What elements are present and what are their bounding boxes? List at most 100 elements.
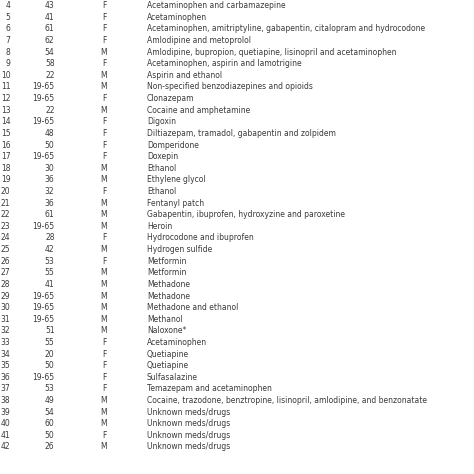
Text: Fentanyl patch: Fentanyl patch bbox=[147, 199, 204, 208]
Text: 42: 42 bbox=[45, 245, 55, 254]
Text: 31: 31 bbox=[1, 315, 10, 324]
Text: Non-specified benzodiazepines and opioids: Non-specified benzodiazepines and opioid… bbox=[147, 82, 313, 91]
Text: 20: 20 bbox=[45, 350, 55, 358]
Text: 41: 41 bbox=[45, 13, 55, 22]
Text: 19: 19 bbox=[1, 175, 10, 184]
Text: F: F bbox=[102, 141, 107, 149]
Text: 15: 15 bbox=[1, 129, 10, 138]
Text: M: M bbox=[100, 106, 107, 115]
Text: 30: 30 bbox=[45, 164, 55, 173]
Text: Acetaminophen and carbamazepine: Acetaminophen and carbamazepine bbox=[147, 1, 285, 10]
Text: Amlodipine and metoprolol: Amlodipine and metoprolol bbox=[147, 36, 251, 45]
Text: 41: 41 bbox=[1, 431, 10, 440]
Text: 60: 60 bbox=[45, 419, 55, 428]
Text: F: F bbox=[102, 118, 107, 126]
Text: Clonazepam: Clonazepam bbox=[147, 94, 194, 103]
Text: M: M bbox=[100, 222, 107, 231]
Text: F: F bbox=[102, 234, 107, 242]
Text: M: M bbox=[100, 292, 107, 301]
Text: 55: 55 bbox=[45, 338, 55, 347]
Text: F: F bbox=[102, 152, 107, 161]
Text: Acetaminophen, amitriptyline, gabapentin, citalopram and hydrocodone: Acetaminophen, amitriptyline, gabapentin… bbox=[147, 25, 425, 33]
Text: 19-65: 19-65 bbox=[32, 82, 55, 91]
Text: 41: 41 bbox=[45, 280, 55, 289]
Text: 48: 48 bbox=[45, 129, 55, 138]
Text: M: M bbox=[100, 245, 107, 254]
Text: M: M bbox=[100, 443, 107, 451]
Text: 39: 39 bbox=[0, 408, 10, 417]
Text: 24: 24 bbox=[1, 234, 10, 242]
Text: M: M bbox=[100, 210, 107, 219]
Text: Acetaminophen: Acetaminophen bbox=[147, 338, 207, 347]
Text: M: M bbox=[100, 303, 107, 312]
Text: Cocaine and amphetamine: Cocaine and amphetamine bbox=[147, 106, 250, 115]
Text: Amlodipine, bupropion, quetiapine, lisinopril and acetaminophen: Amlodipine, bupropion, quetiapine, lisin… bbox=[147, 48, 396, 56]
Text: F: F bbox=[102, 94, 107, 103]
Text: 53: 53 bbox=[45, 384, 55, 393]
Text: Ethanol: Ethanol bbox=[147, 187, 176, 196]
Text: 8: 8 bbox=[6, 48, 10, 56]
Text: Unknown meds/drugs: Unknown meds/drugs bbox=[147, 408, 230, 417]
Text: 35: 35 bbox=[0, 361, 10, 370]
Text: 50: 50 bbox=[45, 141, 55, 149]
Text: Ethanol: Ethanol bbox=[147, 164, 176, 173]
Text: F: F bbox=[102, 187, 107, 196]
Text: M: M bbox=[100, 268, 107, 277]
Text: 55: 55 bbox=[45, 268, 55, 277]
Text: Unknown meds/drugs: Unknown meds/drugs bbox=[147, 443, 230, 451]
Text: Hydrogen sulfide: Hydrogen sulfide bbox=[147, 245, 212, 254]
Text: Sulfasalazine: Sulfasalazine bbox=[147, 373, 198, 382]
Text: 34: 34 bbox=[0, 350, 10, 358]
Text: 53: 53 bbox=[45, 257, 55, 265]
Text: 37: 37 bbox=[0, 384, 10, 393]
Text: M: M bbox=[100, 315, 107, 324]
Text: 21: 21 bbox=[1, 199, 10, 208]
Text: Acetaminophen: Acetaminophen bbox=[147, 13, 207, 22]
Text: 26: 26 bbox=[45, 443, 55, 451]
Text: 42: 42 bbox=[1, 443, 10, 451]
Text: 14: 14 bbox=[1, 118, 10, 126]
Text: 19-65: 19-65 bbox=[32, 315, 55, 324]
Text: Methadone and ethanol: Methadone and ethanol bbox=[147, 303, 238, 312]
Text: 17: 17 bbox=[1, 152, 10, 161]
Text: 19-65: 19-65 bbox=[32, 373, 55, 382]
Text: Hydrocodone and ibuprofen: Hydrocodone and ibuprofen bbox=[147, 234, 254, 242]
Text: Methadone: Methadone bbox=[147, 292, 190, 301]
Text: M: M bbox=[100, 396, 107, 405]
Text: F: F bbox=[102, 257, 107, 265]
Text: Methadone: Methadone bbox=[147, 280, 190, 289]
Text: M: M bbox=[100, 408, 107, 417]
Text: 49: 49 bbox=[45, 396, 55, 405]
Text: F: F bbox=[102, 36, 107, 45]
Text: 28: 28 bbox=[1, 280, 10, 289]
Text: Unknown meds/drugs: Unknown meds/drugs bbox=[147, 419, 230, 428]
Text: 19-65: 19-65 bbox=[32, 94, 55, 103]
Text: F: F bbox=[102, 129, 107, 138]
Text: 7: 7 bbox=[6, 36, 10, 45]
Text: F: F bbox=[102, 373, 107, 382]
Text: Domperidone: Domperidone bbox=[147, 141, 199, 149]
Text: Temazepam and acetaminophen: Temazepam and acetaminophen bbox=[147, 384, 272, 393]
Text: 9: 9 bbox=[6, 59, 10, 68]
Text: 36: 36 bbox=[0, 373, 10, 382]
Text: Heroin: Heroin bbox=[147, 222, 172, 231]
Text: 16: 16 bbox=[1, 141, 10, 149]
Text: Naloxone*: Naloxone* bbox=[147, 327, 186, 335]
Text: 50: 50 bbox=[45, 431, 55, 440]
Text: 11: 11 bbox=[1, 82, 10, 91]
Text: 19-65: 19-65 bbox=[32, 118, 55, 126]
Text: 19-65: 19-65 bbox=[32, 152, 55, 161]
Text: 13: 13 bbox=[1, 106, 10, 115]
Text: 54: 54 bbox=[45, 408, 55, 417]
Text: 33: 33 bbox=[0, 338, 10, 347]
Text: M: M bbox=[100, 327, 107, 335]
Text: Acetaminophen, aspirin and lamotrigine: Acetaminophen, aspirin and lamotrigine bbox=[147, 59, 301, 68]
Text: F: F bbox=[102, 13, 107, 22]
Text: 25: 25 bbox=[1, 245, 10, 254]
Text: 10: 10 bbox=[1, 71, 10, 80]
Text: 40: 40 bbox=[0, 419, 10, 428]
Text: Cocaine, trazodone, benztropine, lisinopril, amlodipine, and benzonatate: Cocaine, trazodone, benztropine, lisinop… bbox=[147, 396, 427, 405]
Text: 62: 62 bbox=[45, 36, 55, 45]
Text: 32: 32 bbox=[45, 187, 55, 196]
Text: F: F bbox=[102, 1, 107, 10]
